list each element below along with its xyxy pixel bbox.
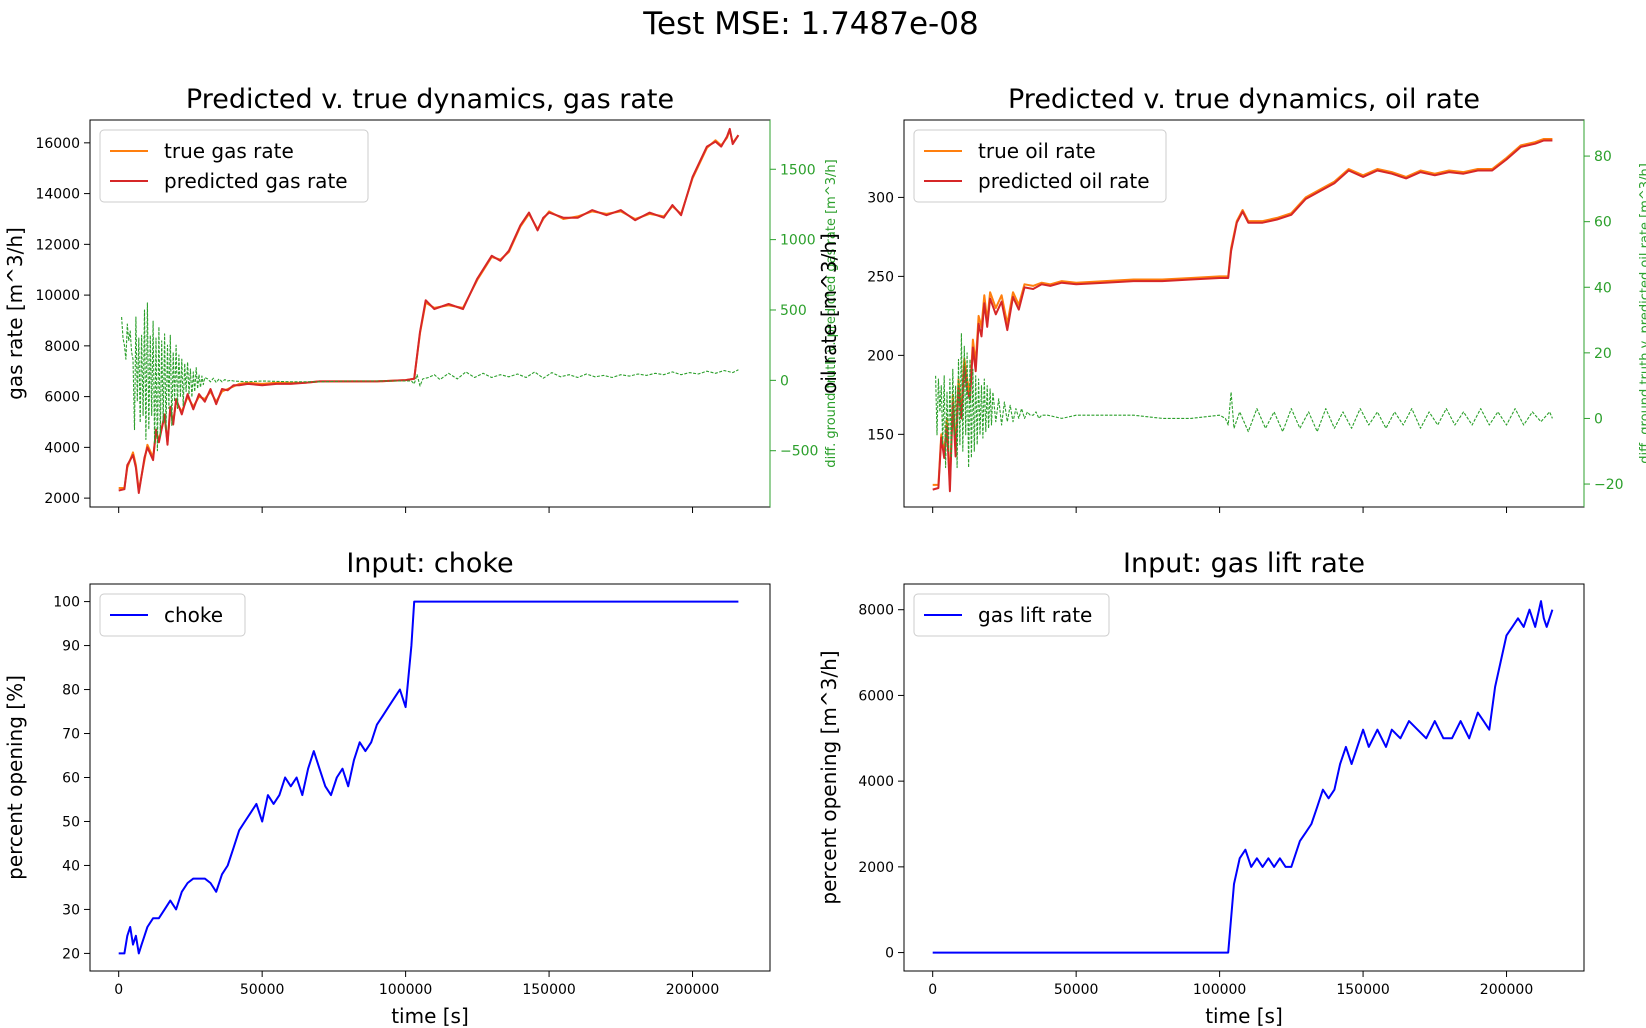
y-tick-label: 60 (62, 771, 80, 787)
y-tick-label: 250 (867, 269, 894, 285)
y-axis-label-right: diff. ground truth v. predicted gas rate… (824, 159, 839, 467)
x-axis-label: time [s] (1205, 1004, 1283, 1028)
figure-suptitle: Test MSE: 1.7487e-08 (642, 6, 978, 42)
x-axis-label: time [s] (391, 1004, 469, 1028)
y-tick-label-right: −500 (780, 444, 818, 460)
x-tick-label: 100000 (379, 982, 432, 998)
series-line-gas-lift-rate (932, 600, 1554, 954)
chart-title: Input: gas lift rate (1123, 548, 1365, 579)
plot-area (118, 127, 740, 494)
y-tick-label-right: −20 (1594, 477, 1624, 493)
y-tick-label: 40 (62, 858, 80, 874)
y-axis-label: gas rate [m^3/h] (3, 227, 27, 400)
y-tick-label: 300 (867, 190, 894, 206)
y-axis-label: oil rate [m^3/h] (817, 233, 841, 394)
plot-frame (903, 583, 1585, 972)
y-tick-label: 2000 (44, 491, 80, 507)
x-tick-label: 200000 (666, 982, 719, 998)
y-tick-label-right: 0 (780, 373, 789, 389)
plot-area (118, 600, 739, 955)
legend-box (99, 593, 246, 637)
y-tick-label-right: 0 (1594, 411, 1603, 427)
y-tick-label: 8000 (858, 603, 894, 619)
y-tick-label-right: 60 (1594, 215, 1612, 231)
chart-title: Predicted v. true dynamics, gas rate (186, 84, 674, 115)
y-tick-label-right: 500 (780, 303, 807, 319)
legend-label: true oil rate (978, 139, 1096, 163)
plot-frame (89, 583, 771, 972)
y-tick-label-right: 1000 (780, 233, 816, 249)
chart-title: Predicted v. true dynamics, oil rate (1008, 84, 1480, 115)
legend-box (99, 129, 369, 203)
panel-choke: Input: choke 0 50000 100000 150000 200000 20 30… (3, 548, 771, 1028)
y-tick-label: 16000 (35, 136, 80, 152)
legend-label: true gas rate (164, 139, 294, 163)
y-tick-label: 8000 (44, 339, 80, 355)
legend-label: predicted gas rate (164, 169, 348, 193)
y-tick-label: 4000 (44, 440, 80, 456)
y-tick-label: 6000 (858, 688, 894, 704)
x-tick-label: 200000 (1480, 982, 1533, 998)
legend-label: predicted oil rate (978, 169, 1150, 193)
series-line-choke (118, 600, 739, 955)
series-line-true-oil-rate (932, 138, 1553, 486)
chart-title: Input: choke (346, 548, 513, 579)
series-line-diff (935, 332, 1553, 469)
y-tick-label: 30 (62, 902, 80, 918)
y-tick-label: 100 (53, 595, 80, 611)
y-axis-label: percent opening [%] (3, 675, 27, 880)
y-tick-label: 150 (867, 427, 894, 443)
y-tick-label: 90 (62, 639, 80, 655)
x-tick-label: 150000 (522, 982, 575, 998)
y-tick-label: 14000 (35, 187, 80, 203)
y-tick-label: 12000 (35, 237, 80, 253)
y-tick-label-right: 1500 (780, 162, 816, 178)
y-tick-label: 50 (62, 814, 80, 830)
x-tick-label: 0 (928, 982, 937, 998)
series-line-predicted-oil-rate (932, 139, 1553, 493)
x-tick-label: 50000 (240, 982, 285, 998)
y-tick-label: 2000 (858, 860, 894, 876)
plot-area (932, 138, 1553, 493)
legend-label: choke (164, 603, 223, 627)
series-line-diff (121, 302, 739, 452)
y-tick-label: 0 (885, 946, 894, 962)
y-tick-label-right: 80 (1594, 149, 1612, 165)
y-tick-label: 10000 (35, 288, 80, 304)
y-tick-label: 70 (62, 727, 80, 743)
y-tick-label-right: 40 (1594, 280, 1612, 296)
legend-box (913, 593, 1110, 637)
legend-box (913, 129, 1167, 203)
y-tick-label: 6000 (44, 390, 80, 406)
y-tick-label: 80 (62, 683, 80, 699)
y-tick-label: 20 (62, 946, 80, 962)
y-tick-label-right: 20 (1594, 346, 1612, 362)
y-tick-label: 4000 (858, 774, 894, 790)
x-tick-label: 150000 (1336, 982, 1389, 998)
y-axis-label-right: diff. ground truth v. predicted oil rate… (1638, 163, 1646, 464)
y-tick-label: 200 (867, 348, 894, 364)
x-tick-label: 0 (114, 982, 123, 998)
plot-area (932, 600, 1554, 954)
panel-oil-rate: Predicted v. true dynamics, oil rate 150 2… (817, 84, 1646, 513)
y-axis-label: percent opening [m^3/h] (817, 650, 841, 904)
panel-gas-rate: Predicted v. true dynamics, gas rate 2000… (3, 84, 839, 513)
legend-label: gas lift rate (978, 603, 1092, 627)
x-tick-label: 100000 (1193, 982, 1246, 998)
panel-gas-lift-rate: Input: gas lift rate 0 50000 100000 150000 20… (817, 548, 1585, 1028)
x-tick-label: 50000 (1054, 982, 1099, 998)
